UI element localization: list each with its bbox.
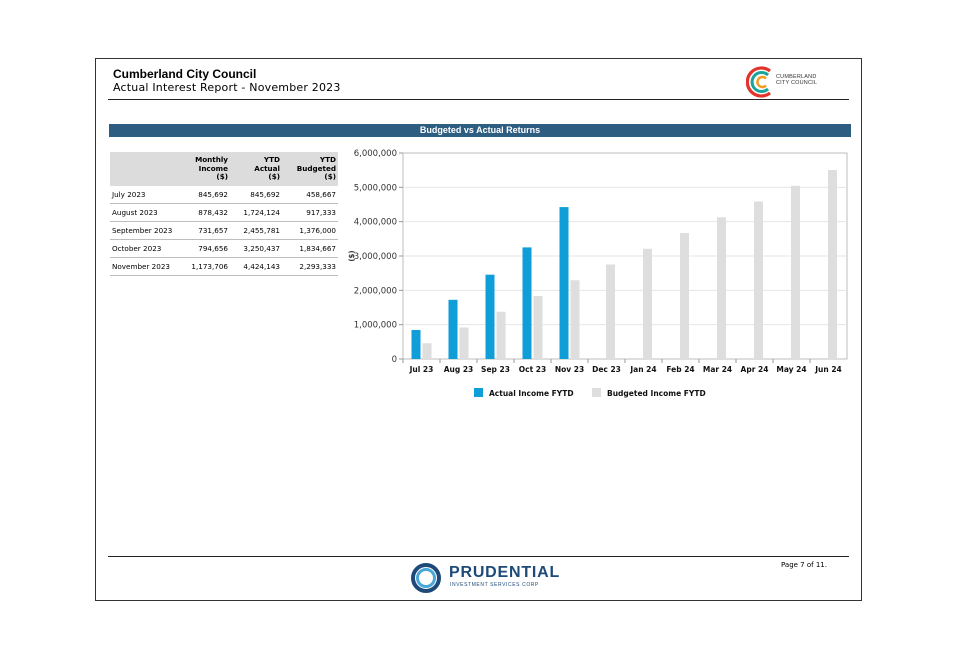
table-row: August 2023 878,432 1,724,124 917,333 xyxy=(110,203,338,222)
row-ytd-actual: 1,724,124 xyxy=(230,203,282,222)
x-tick-label: Dec 23 xyxy=(592,365,621,374)
y-tick-label: 6,000,000 xyxy=(354,149,397,159)
table-header-ytd-actual: YTD Actual ($) xyxy=(230,152,282,186)
council-logo: CUMBERLAND CITY COUNCIL xyxy=(745,65,836,99)
footer-divider xyxy=(108,556,849,557)
row-ytd-budgeted: 917,333 xyxy=(282,203,338,222)
x-tick-label: Jul 23 xyxy=(409,365,434,374)
x-tick-label: Jan 24 xyxy=(629,365,656,374)
legend-swatch xyxy=(474,388,483,397)
table-header-period xyxy=(110,152,185,186)
row-period: November 2023 xyxy=(110,257,185,276)
bar-budgeted xyxy=(459,327,469,359)
row-period: October 2023 xyxy=(110,239,185,258)
x-tick-label: Apr 24 xyxy=(741,365,769,374)
prudential-logo: PRUDENTIAL INVESTMENT SERVICES CORP xyxy=(409,562,559,594)
bar-budgeted xyxy=(828,170,837,359)
row-ytd-actual: 3,250,437 xyxy=(230,239,282,258)
x-tick-label: Sep 23 xyxy=(481,365,510,374)
page-number: Page 7 of 11. xyxy=(781,561,827,569)
row-ytd-budgeted: 458,667 xyxy=(282,186,338,204)
table-row: July 2023 845,692 845,692 458,667 xyxy=(110,186,338,204)
row-ytd-actual: 2,455,781 xyxy=(230,221,282,240)
x-tick-label: Aug 23 xyxy=(444,365,474,374)
bar-actual xyxy=(485,274,495,359)
bar-budgeted xyxy=(422,343,432,359)
legend-label: Actual Income FYTD xyxy=(489,389,574,398)
prudential-name: PRUDENTIAL xyxy=(449,564,561,581)
report-page: Cumberland City Council Actual Interest … xyxy=(95,58,862,601)
y-tick-label: 2,000,000 xyxy=(354,286,397,296)
y-tick-label: 5,000,000 xyxy=(354,183,397,193)
bar-budgeted xyxy=(717,217,726,359)
row-monthly-income: 878,432 xyxy=(185,203,230,222)
table-row: October 2023 794,656 3,250,437 1,834,667 xyxy=(110,239,338,258)
y-tick-label: 4,000,000 xyxy=(354,218,397,228)
row-ytd-budgeted: 1,376,000 xyxy=(282,221,338,240)
bar-budgeted xyxy=(643,248,652,359)
bar-budgeted xyxy=(754,201,763,359)
prudential-ring-icon xyxy=(411,563,441,593)
x-tick-label: Nov 23 xyxy=(555,365,584,374)
row-monthly-income: 845,692 xyxy=(185,186,230,204)
legend-swatch xyxy=(592,388,601,397)
row-ytd-actual: 845,692 xyxy=(230,186,282,204)
legend-label: Budgeted Income FYTD xyxy=(607,389,706,398)
row-monthly-income: 1,173,706 xyxy=(185,257,230,276)
table-header-ytd-budgeted: YTD Budgeted ($) xyxy=(282,152,338,186)
bar-actual xyxy=(559,207,569,359)
report-subtitle: Actual Interest Report - November 2023 xyxy=(113,81,341,94)
table-header-row: Monthly Income ($) YTD Actual ($) YTD Budgete… xyxy=(110,152,338,186)
bar-budgeted xyxy=(496,311,506,359)
council-title: Cumberland City Council xyxy=(113,67,257,81)
bar-budgeted xyxy=(606,264,615,359)
y-tick-label: 3,000,000 xyxy=(354,252,397,262)
table-header-monthly-income: Monthly Income ($) xyxy=(185,152,230,186)
table-row: November 2023 1,173,706 4,424,143 2,293,… xyxy=(110,257,338,276)
x-tick-label: Jun 24 xyxy=(814,365,842,374)
income-table: Monthly Income ($) YTD Actual ($) YTD Budgete… xyxy=(110,152,338,276)
row-period: August 2023 xyxy=(110,203,185,222)
table-row: September 2023 731,657 2,455,781 1,376,0… xyxy=(110,221,338,240)
x-tick-label: May 24 xyxy=(776,365,806,374)
header-divider xyxy=(108,99,849,100)
bar-actual xyxy=(448,299,458,359)
row-ytd-budgeted: 2,293,333 xyxy=(282,257,338,276)
bar-budgeted xyxy=(791,185,800,359)
row-ytd-budgeted: 1,834,667 xyxy=(282,239,338,258)
row-monthly-income: 794,656 xyxy=(185,239,230,258)
y-tick-label: 1,000,000 xyxy=(354,321,397,331)
row-ytd-actual: 4,424,143 xyxy=(230,257,282,276)
section-banner: Budgeted vs Actual Returns xyxy=(109,124,851,137)
bar-budgeted xyxy=(533,296,543,359)
row-period: July 2023 xyxy=(110,186,185,204)
x-tick-label: Feb 24 xyxy=(666,365,694,374)
bar-actual xyxy=(522,247,532,359)
y-tick-label: 0 xyxy=(392,355,397,365)
council-logo-icon xyxy=(745,66,771,98)
x-tick-label: Oct 23 xyxy=(519,365,546,374)
row-monthly-income: 731,657 xyxy=(185,221,230,240)
x-tick-label: Mar 24 xyxy=(703,365,732,374)
returns-bar-chart: 0 1,000,000 2,000,000 3,000,000 4,000,000 5,0… xyxy=(348,149,848,398)
bar-budgeted xyxy=(570,280,580,359)
council-logo-text: CUMBERLAND CITY COUNCIL xyxy=(776,74,818,86)
y-axis-label: ($) xyxy=(348,250,356,261)
bar-budgeted xyxy=(680,233,689,359)
row-period: September 2023 xyxy=(110,221,185,240)
bar-actual xyxy=(411,329,421,359)
prudential-sub: INVESTMENT SERVICES CORP xyxy=(450,582,539,588)
